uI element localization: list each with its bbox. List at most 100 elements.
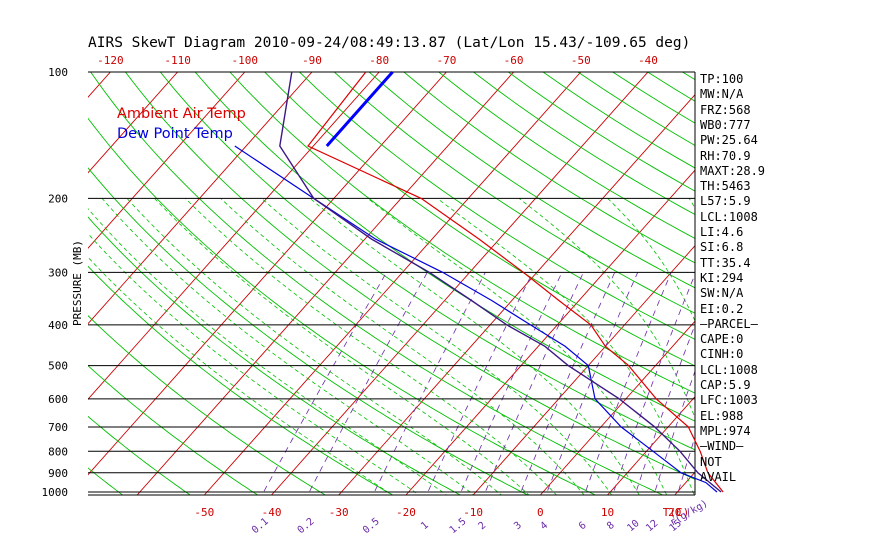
bottom-temp-tick-label: 20 (668, 506, 681, 519)
mixing-ratio-tick-label: 2 (477, 520, 489, 532)
mixing-ratio-line (583, 272, 672, 495)
dry-adiabat-line (88, 216, 462, 495)
moist-adiabat-line (518, 198, 695, 419)
moist-adiabat-line (436, 198, 695, 495)
pressure-tick-label: 1000 (42, 486, 69, 499)
dry-adiabat-line (88, 167, 529, 495)
mixing-ratio-tick-label: 0.2 (296, 516, 317, 536)
isotherm-line (405, 169, 695, 495)
mixing-ratio-line (307, 272, 428, 495)
pressure-tick-label: 600 (48, 393, 68, 406)
bottom-temp-tick-label: -10 (463, 506, 483, 519)
wind-bar-line (325, 71, 394, 147)
dry-adiabat-line (229, 72, 695, 394)
mixing-ratio-tick-label: 4 (539, 520, 551, 532)
moist-adiabat-line (101, 198, 475, 495)
top-temp-tick-label: -110 (164, 54, 191, 67)
mixing-ratio-line (676, 435, 695, 495)
parcel-path-line (279, 71, 722, 493)
panel-item: SW:N/A (700, 286, 744, 301)
dry-adiabat-line (88, 315, 327, 495)
moist-adiabat-line (185, 198, 558, 495)
pressure-tick-label: 500 (48, 360, 68, 373)
bottom-temp-tick-label: 0 (537, 506, 544, 519)
top-temp-tick-label: -100 (232, 54, 259, 67)
panel-item: TT:35.4 (700, 255, 751, 270)
dry-adiabat-line (88, 265, 394, 495)
legend-air-temp: Ambient Air Temp (117, 106, 246, 122)
panel-item: –PARCEL– (700, 316, 758, 331)
isotherm-line (809, 72, 870, 495)
mixing-ratio-tick-label: 12 (644, 518, 660, 534)
panel-item: EI:0.2 (700, 301, 744, 316)
dry-adiabat-line (88, 467, 124, 495)
dew-point-series-line (234, 145, 718, 493)
top-temp-tick-label: -90 (302, 54, 322, 67)
isotherm-line (88, 72, 178, 174)
bottom-temp-tick-label: -20 (396, 506, 416, 519)
legend-dew-point: Dew Point Temp (117, 126, 233, 142)
mixing-ratio-tick-label: 1 (419, 520, 431, 532)
dry-adiabat-line (508, 72, 695, 192)
moist-adiabat-line (261, 198, 613, 495)
mixing-ratio-line (653, 370, 695, 495)
panel-item: TP:100 (700, 72, 744, 86)
panel-item: MPL:974 (700, 423, 751, 438)
mixing-ratio-line (459, 272, 563, 495)
dry-adiabat-line (752, 72, 870, 501)
bottom-temp-tick-label: 10 (601, 506, 614, 519)
top-temp-tick-label: -80 (369, 54, 389, 67)
dry-adiabat-line (0, 72, 62, 501)
dry-adiabat-line (88, 117, 597, 495)
isotherm-line (0, 72, 43, 495)
dry-adiabat-line (368, 72, 695, 289)
panel-item: SI:6.8 (700, 240, 744, 255)
temp-unit-label: T(C) (663, 506, 690, 519)
dry-adiabat-line (264, 72, 695, 367)
mixing-ratio-tick-label: 1.5 (448, 516, 469, 536)
panel-item: LCL:1008 (700, 362, 758, 377)
panel-item: LCL:1008 (700, 209, 758, 224)
panel-item: PW:25.64 (700, 133, 758, 148)
pressure-tick-label: 100 (48, 66, 68, 79)
dry-adiabat-line (333, 72, 695, 314)
pressure-axis-label: PRESSURE (MB) (71, 240, 84, 326)
mixing-ratio-line (372, 272, 486, 495)
panel-item: NOT (700, 454, 722, 469)
panel-item: MAXT:28.9 (700, 163, 766, 178)
top-temp-tick-label: -40 (638, 54, 658, 67)
mixing-ratio-line (261, 272, 387, 495)
pressure-tick-label: 200 (48, 192, 68, 205)
panel-item: AVAIL (700, 469, 737, 484)
isotherm-line (338, 94, 695, 495)
isotherm-line (607, 396, 695, 495)
bottom-temp-tick-label: -50 (194, 506, 214, 519)
mixing-ratio-line (426, 272, 534, 495)
mixing-ratio-line (752, 272, 818, 501)
chart-title: AIRS SkewT Diagram 2010-09-24/08:49:13.8… (88, 35, 691, 51)
dry-adiabat-line (159, 72, 695, 451)
isotherm-line (271, 72, 649, 495)
top-temp-tick-label: -120 (97, 54, 124, 67)
panel-item: L57:5.9 (700, 194, 751, 209)
isotherm-line (88, 72, 380, 400)
dry-adiabat-line (647, 72, 695, 102)
isotherm-line (88, 72, 313, 325)
panel-item: –WIND– (700, 439, 744, 454)
mixing-ratio-tick-label: 10 (625, 518, 641, 534)
moist-adiabat-line (220, 198, 585, 495)
mixing-ratio-tick-label: 3 (512, 520, 524, 532)
top-temp-tick-label: -60 (504, 54, 524, 67)
panel-item: CAPE:0 (700, 332, 744, 347)
panel-item: RH:70.9 (700, 148, 751, 163)
isotherm-line (203, 72, 582, 495)
dry-adiabat-line (822, 72, 870, 501)
panel-item: MW:N/A (700, 87, 744, 102)
dry-adiabat-line (88, 365, 259, 495)
panel-item: WB0:777 (700, 117, 751, 132)
top-temp-tick-label: -70 (436, 54, 456, 67)
mixing-ratio-tick-label: 0.1 (250, 516, 271, 536)
pressure-tick-label: 700 (48, 421, 68, 434)
